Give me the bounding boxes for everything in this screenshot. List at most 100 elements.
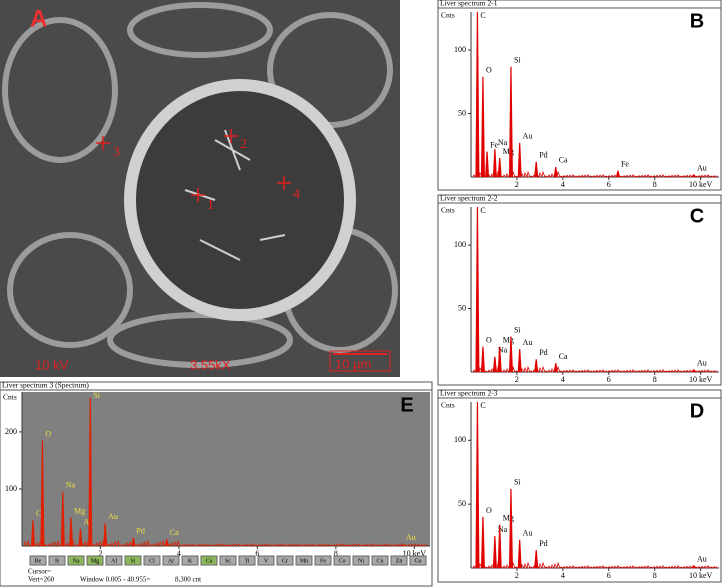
peak [30,520,35,546]
peak-label: Mg [74,506,85,515]
peak-label: Si [514,478,521,487]
element-button[interactable] [48,555,66,566]
peak-label: Na [498,525,508,534]
x-tick-label: 4 [561,180,565,189]
element-button-label: Cr [282,558,288,564]
peak-label: Na [498,138,508,147]
element-button[interactable] [124,555,142,566]
peak-label: C [480,206,485,215]
x-tick-label: 2 [515,180,519,189]
peak [40,440,45,546]
element-button-label: Na [73,558,80,564]
element-button[interactable] [200,555,218,566]
sem-crosshairs [96,129,291,202]
peak [534,161,539,177]
peak-label: Al [83,518,92,527]
magnification: 3.55kX [190,357,231,372]
background-noise [472,365,718,374]
element-button-label: Fe [320,558,326,564]
element-button-label: Ti [244,558,249,564]
y-tick-label: 100 [5,484,17,493]
peak [492,536,497,568]
peak [60,491,65,546]
element-button[interactable] [257,555,275,566]
point-label: 4 [293,187,300,202]
spectrum-panel: Liver spectrum 2-1 Cnts 50 100 2 4 6 8 10 keV C O F… [437,0,722,191]
voltage: 10 kV [35,357,69,372]
peak [492,149,497,177]
spectrum-title: Liver spectrum 2-1 [440,0,498,8]
x-tick-label: 4 [561,375,565,384]
spectrum-title: Liver spectrum 2-2 [440,194,498,203]
peak [78,528,83,546]
x-tick-label: 6 [607,375,611,384]
peak-label: Si [514,325,521,334]
peak [475,12,480,177]
spectrum-panel: Liver spectrum 2-3 Cnts 50 100 2 4 6 8 10 keV C O N… [437,389,722,583]
element-button[interactable] [295,555,313,566]
peak-label: O [486,335,492,344]
element-button[interactable] [371,555,389,566]
point-label: 1 [207,198,214,213]
spectrum-panel: Liver spectrum 2-2 Cnts 50 100 2 4 6 8 10 keV C ON… [437,194,722,386]
element-button[interactable] [162,555,180,566]
peak [480,76,485,177]
peak-label: Na [66,481,76,490]
spectrum-panel: Liver spectrum 3 (Spectrum) Cnts 100 200 2 4 6… [0,381,433,587]
peak [475,402,480,568]
panel-label: B [690,10,704,32]
peak-label: Au [523,132,533,141]
element-button[interactable] [219,555,237,566]
element-button[interactable] [86,555,104,566]
peak-label: Au [697,554,707,563]
point-label: 3 [113,145,120,160]
peak-label: Pd [539,539,547,548]
element-button[interactable] [181,555,199,566]
x-tick-label: 6 [255,549,259,558]
element-button[interactable] [29,555,47,566]
sem-ring [124,79,356,321]
x-tick-label: 8 [653,375,657,384]
peak [69,517,74,546]
element-button[interactable] [409,555,427,566]
x-tick-label: 6 [607,571,611,580]
panel-label: E [400,394,413,416]
x-tick-label: 4 [561,571,565,580]
element-button[interactable] [390,555,408,566]
element-button[interactable] [352,555,370,566]
element-button[interactable] [67,555,85,566]
background-noise [472,170,718,179]
element-button-label: Cu [376,558,383,564]
element-button-label: Zn [396,558,403,564]
x-tick-label: 8 [653,180,657,189]
y-axis-label: Cnts [441,11,455,20]
peak [508,66,513,177]
panel-frame [437,389,722,583]
peak-label: Au [523,338,533,347]
element-button[interactable] [333,555,351,566]
x-tick-label: 4 [177,549,181,558]
peak [480,346,485,372]
peak-label: Fe [490,140,498,149]
element-button-label: Cl [149,558,155,564]
element-button-label: Sc [225,558,231,564]
element-button[interactable] [143,555,161,566]
element-button-label: Ca [206,558,213,564]
peak-label: Pd [136,526,144,535]
x-tick-label: 10 keV [689,571,713,580]
element-button[interactable] [105,555,123,566]
y-tick-label: 100 [454,45,466,54]
footer-text: 8,300 cnt [175,576,201,584]
element-button[interactable] [314,555,332,566]
peak [492,356,497,372]
spectrum-title: Liver spectrum 3 (Spectrum) [2,381,89,390]
peak-label: Ca [170,528,179,537]
peak-label: Mg [503,513,514,522]
x-tick-label: 6 [607,180,611,189]
element-button[interactable] [276,555,294,566]
element-button-label: Al [111,558,117,564]
element-button-label: Mn [300,558,308,564]
panel-label: D [690,400,704,422]
footer-text: Window 0.005 - 40.955= [80,576,150,584]
element-button[interactable] [238,555,256,566]
